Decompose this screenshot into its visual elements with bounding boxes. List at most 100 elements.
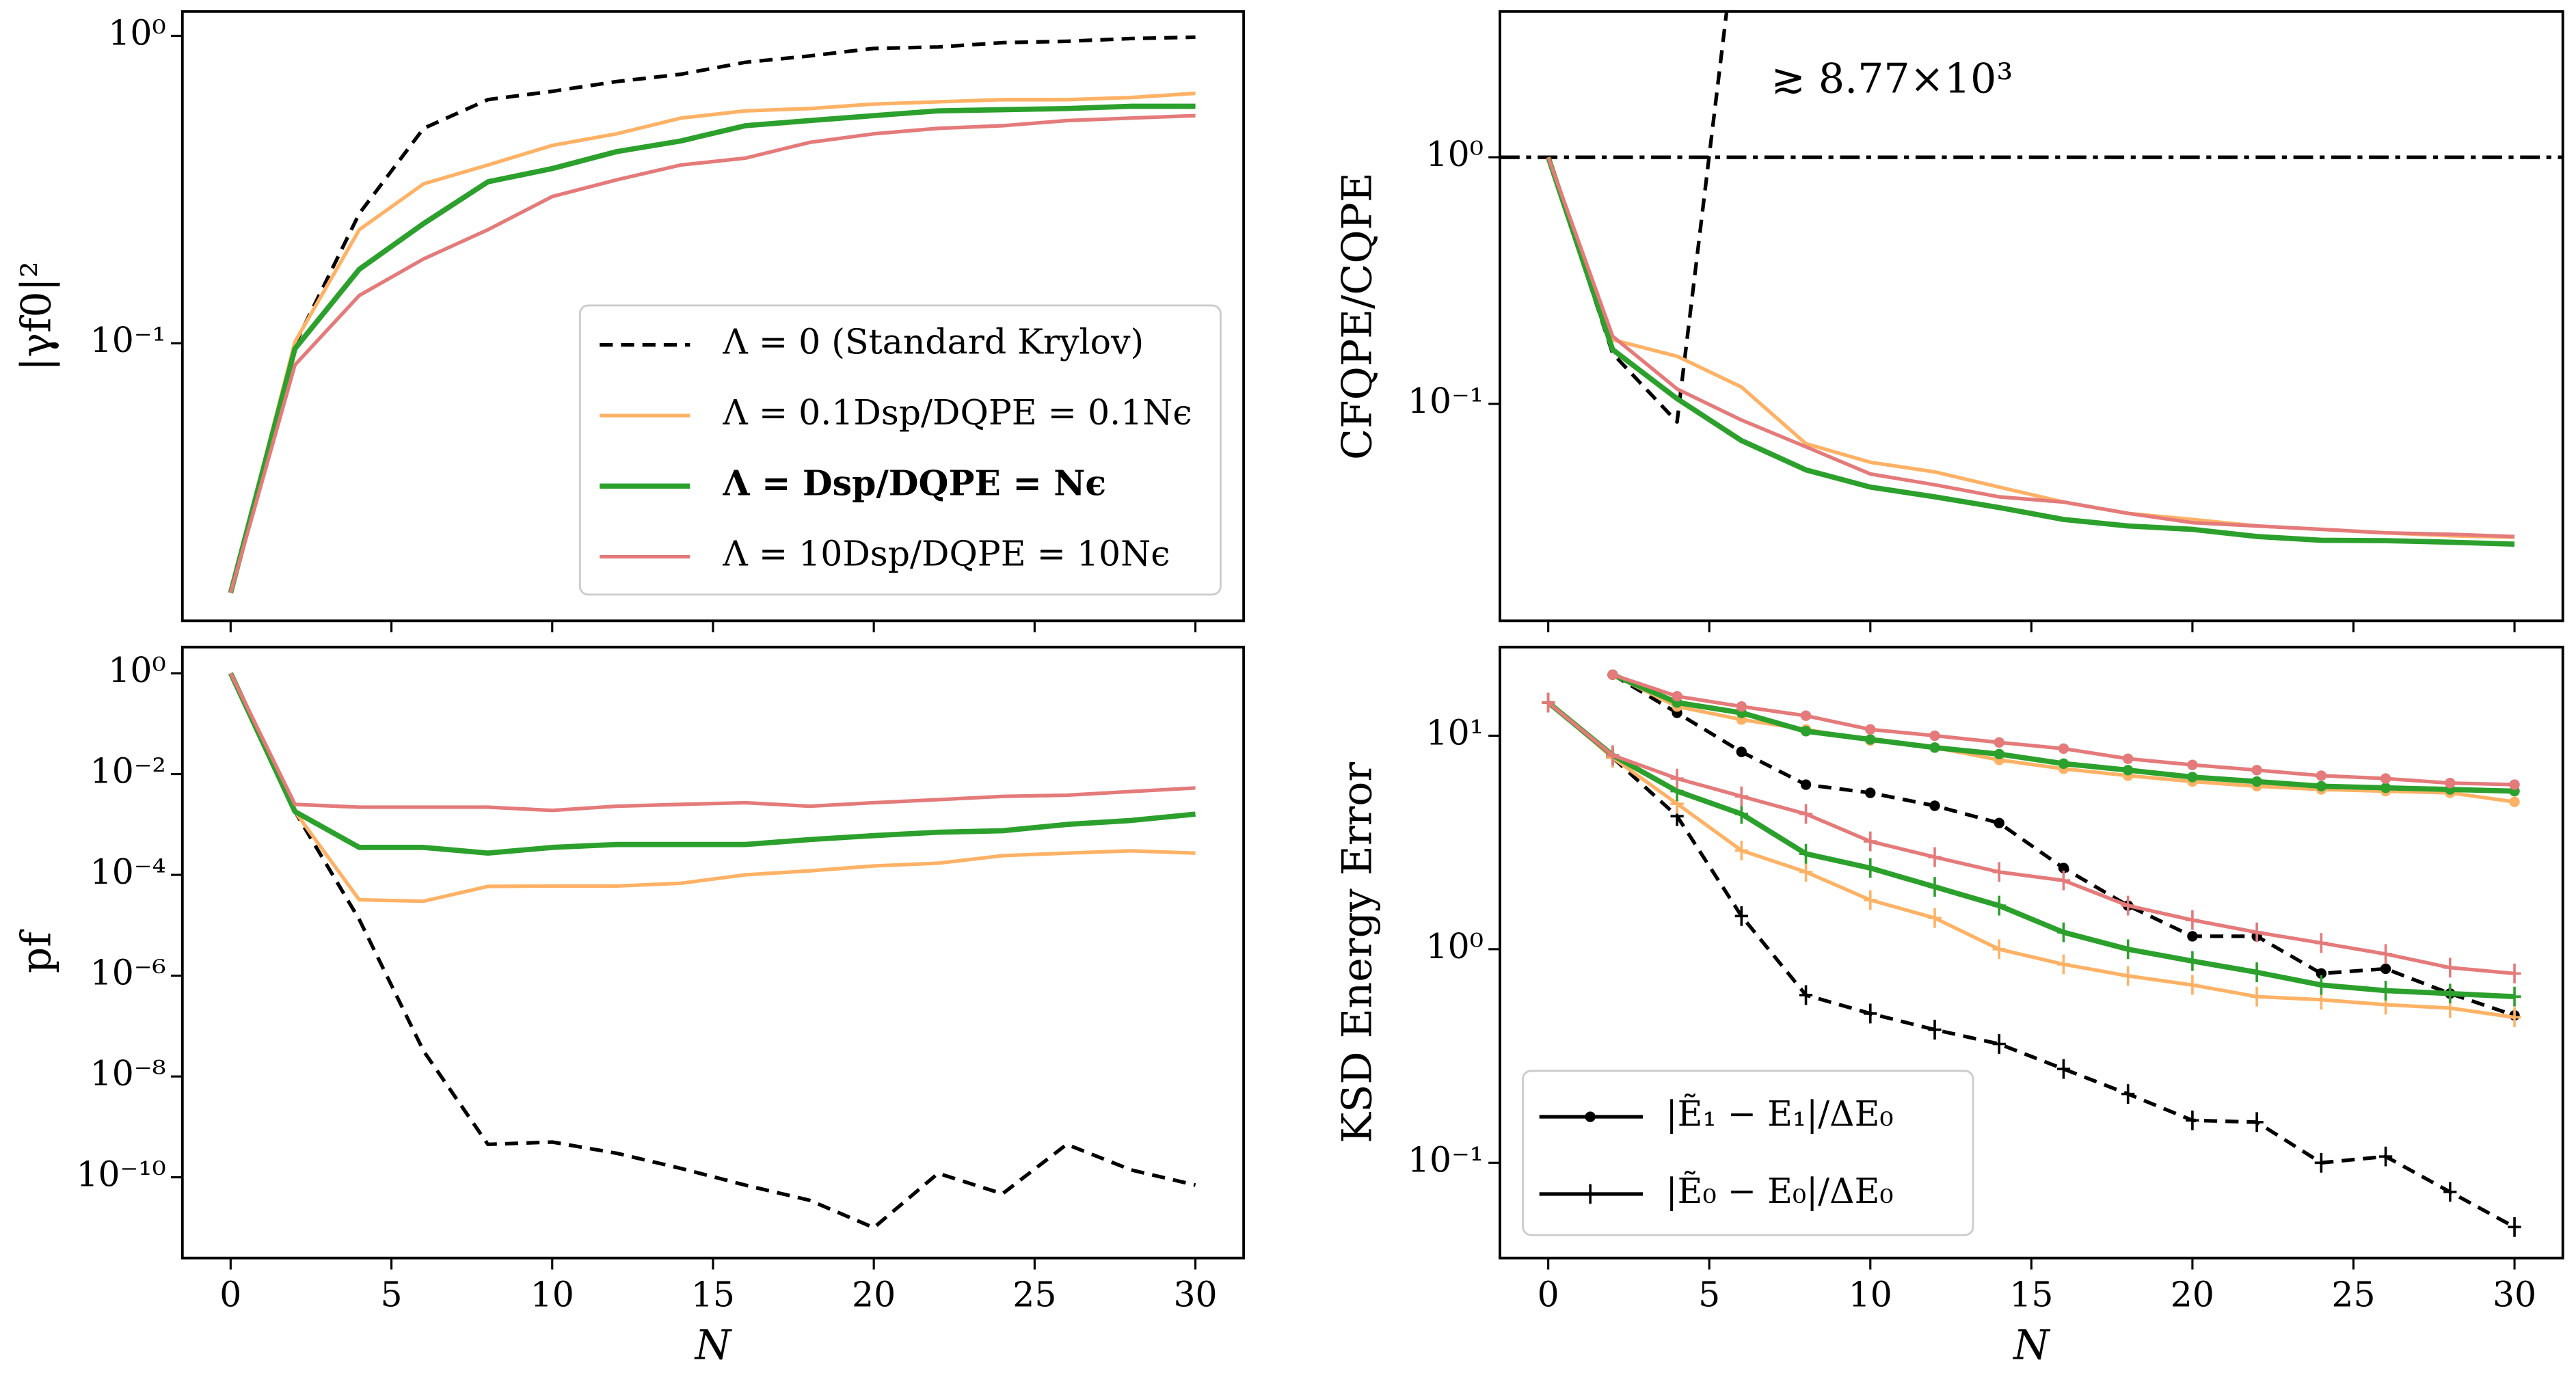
- plus-marker: [2378, 1146, 2393, 1167]
- x-tick-label: 15: [2009, 1274, 2053, 1314]
- plus-marker: [1734, 906, 1748, 926]
- plus-marker: [1992, 895, 2006, 916]
- plus-marker: [2443, 958, 2457, 978]
- plus-marker: [2508, 986, 2521, 1007]
- plus-marker: [2378, 981, 2393, 1001]
- point-marker: [1800, 779, 1812, 790]
- plus-marker: [1734, 804, 1748, 824]
- series-line: [228, 672, 1196, 856]
- plus-marker: [2508, 1217, 2521, 1237]
- point-marker: [1736, 701, 1747, 712]
- plus-marker: [2186, 910, 2199, 930]
- y-tick-label: 10⁻¹: [1408, 1139, 1484, 1180]
- point-marker: [1736, 746, 1747, 757]
- y-tick-label: 10⁰: [108, 12, 165, 53]
- y-axis-label: pf: [12, 930, 60, 973]
- x-tick-label: 10: [1849, 1274, 1892, 1314]
- annotation: ≳ 8.77×10³: [1771, 55, 2013, 103]
- plus-marker: [1542, 692, 1555, 713]
- plus-marker: [1864, 890, 1877, 910]
- y-axis-label: CFQPE/CQPE: [1333, 172, 1381, 460]
- y-tick-label: 10⁻⁸: [90, 1053, 166, 1094]
- y-tick-label: 10⁰: [1426, 134, 1484, 174]
- axes-frame: [180, 645, 1246, 1260]
- point-marker: [2123, 765, 2134, 776]
- plus-marker: [2378, 944, 2393, 964]
- point-marker: [2251, 776, 2262, 787]
- y-axis-label: KSD Energy Error: [1333, 762, 1381, 1143]
- point-marker: [2445, 778, 2456, 789]
- plus-marker: [2250, 922, 2264, 942]
- axes-frame: [1499, 10, 2564, 623]
- series-line: [1546, 700, 2515, 1000]
- plus-marker: [2314, 933, 2328, 953]
- point-marker: [2380, 773, 2391, 784]
- legend-label: Λ = Dsp/DQPE = Nϵ: [722, 463, 1106, 503]
- x-tick-label: 5: [1698, 1274, 1720, 1314]
- series-line: [228, 103, 1196, 594]
- point-marker: [1800, 710, 1812, 721]
- plus-marker: [1734, 840, 1748, 860]
- point-marker: [2316, 781, 2327, 792]
- point-marker: [2058, 863, 2069, 873]
- plus-marker: [1799, 862, 1813, 882]
- plus-marker: [1734, 786, 1748, 806]
- point-marker: [1672, 691, 1682, 702]
- plus-marker: [2186, 1110, 2199, 1130]
- y-tick-label: 10⁻⁶: [90, 953, 166, 993]
- point-marker: [2187, 759, 2198, 770]
- x-tick-label: 0: [1538, 1274, 1559, 1314]
- plus-marker: [1992, 862, 2006, 882]
- series-line: [1546, 156, 2515, 547]
- plus-marker: [2250, 986, 2264, 1007]
- plus-marker: [2121, 1084, 2135, 1104]
- legend-label: |Ẽ₀ − E₀|/ΔE₀: [1666, 1171, 1894, 1211]
- x-tick-label: 15: [691, 1274, 735, 1314]
- plus-marker: [1928, 877, 1942, 897]
- plus-marker: [1928, 847, 1942, 867]
- legend-label: Λ = 0 (Standard Krylov): [722, 322, 1144, 362]
- point-marker: [2187, 772, 2198, 783]
- plus-marker: [2314, 975, 2328, 995]
- point-marker: [2380, 783, 2391, 793]
- point-marker: [1994, 737, 2004, 748]
- x-tick-label: 30: [2493, 1274, 2536, 1314]
- plot-area: [228, 35, 1196, 594]
- x-tick-label: 25: [1012, 1274, 1056, 1314]
- legend-label: Λ = 10Dsp/DQPE = 10Nϵ: [722, 534, 1170, 574]
- x-tick-label: 20: [2171, 1274, 2214, 1314]
- plus-marker: [2250, 962, 2264, 983]
- legend-label: |Ẽ₁ − E₁|/ΔE₀: [1666, 1094, 1894, 1134]
- plus-marker: [2121, 939, 2135, 960]
- point-marker: [2251, 765, 2262, 776]
- y-tick-label: 10⁻¹: [90, 320, 166, 360]
- plus-marker: [1992, 1034, 2006, 1054]
- plus-marker: [2121, 895, 2135, 916]
- point-marker: [1865, 734, 1876, 745]
- plot-area: [228, 672, 1196, 1230]
- plus-marker: [2508, 963, 2521, 983]
- series-line: [1546, 701, 2516, 1229]
- y-tick-label: 10⁻¹⁰: [76, 1154, 165, 1195]
- plus-marker: [2056, 954, 2071, 975]
- point-marker: [1865, 724, 1876, 735]
- axes-frame: [180, 10, 1246, 623]
- series-line: [228, 91, 1196, 594]
- point-marker: [2380, 963, 2391, 975]
- x-tick-label: 30: [1173, 1274, 1217, 1314]
- plus-marker: [2056, 870, 2071, 891]
- plus-marker: [1799, 804, 1813, 824]
- legend-label: Λ = 0.1Dsp/DQPE = 0.1Nϵ: [722, 392, 1192, 433]
- series-line: [1546, 701, 2515, 975]
- point-marker: [2316, 968, 2327, 979]
- legend-marker: [1585, 1111, 1596, 1122]
- point-marker: [1865, 787, 1876, 798]
- y-tick-label: 10¹: [1426, 712, 1484, 752]
- series-line: [228, 672, 1196, 813]
- x-axis-label: N: [694, 1321, 733, 1369]
- series-line: [1546, 157, 2515, 539]
- point-marker: [1929, 742, 1940, 753]
- x-tick-label: 20: [852, 1274, 896, 1314]
- x-tick-label: 0: [219, 1274, 241, 1314]
